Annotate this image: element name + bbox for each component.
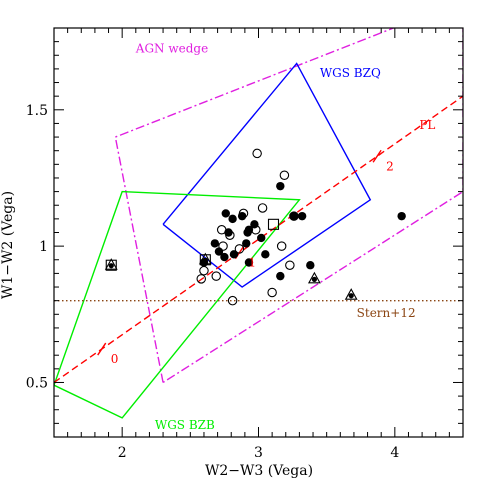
annotation-wgs-bzb: WGS BZB — [155, 418, 215, 432]
triangle-point — [104, 258, 118, 270]
y-tick-label: 1 — [39, 239, 48, 255]
open-circle-point — [279, 170, 290, 180]
x-tick-label: 2 — [118, 445, 127, 461]
filled-circle-point — [224, 228, 233, 237]
triangle-point — [307, 271, 321, 284]
filled-circle-point — [306, 261, 315, 270]
filled-circle-point — [397, 211, 406, 221]
open-circle-point — [267, 287, 277, 298]
data-points — [104, 148, 406, 306]
y-tick-label: 0.5 — [26, 375, 48, 391]
filled-circle-point — [210, 239, 220, 248]
region-wgs-bzq — [162, 62, 372, 288]
open-circle-point — [289, 211, 299, 221]
pl-tick-mark — [372, 149, 382, 163]
x-tick-label: 4 — [390, 445, 399, 461]
filled-circle-point — [244, 258, 254, 267]
open-circle-point — [251, 225, 261, 235]
y-tick-label: 1.5 — [26, 103, 48, 119]
open-circle-point — [285, 260, 295, 270]
open-circle-point — [199, 265, 209, 276]
annotations: 0 1 2 AGN wedge WGS BZQ PL Stern+12 WGS BZB — [111, 42, 436, 432]
annotation-pl: PL — [419, 118, 435, 132]
open-square-point — [267, 218, 280, 230]
filled-circle-point — [221, 209, 230, 218]
filled-circle-point — [228, 214, 237, 224]
annotation-wgs-bzq: WGS BZQ — [320, 66, 381, 80]
filled-circle-point — [237, 211, 247, 221]
y-axis-label: W1−W2 (Vega) — [0, 191, 16, 299]
open-circle-point — [276, 241, 287, 251]
open-circle-point — [225, 230, 235, 240]
open-circle-point — [218, 241, 228, 251]
pl-tick-label: 2 — [386, 159, 394, 173]
triangle-center-dot — [108, 263, 114, 269]
open-circle-point — [257, 203, 268, 213]
region-agn-wedge — [114, 28, 463, 384]
annotation-stern-12: Stern+12 — [357, 306, 416, 320]
triangle-center-dot — [348, 293, 354, 299]
filled-circle-point — [289, 211, 299, 221]
line-pl — [54, 95, 463, 384]
pl-tick-label: 0 — [111, 352, 119, 366]
open-circle-point — [234, 244, 245, 254]
region-outlines — [54, 28, 463, 419]
triangle-center-dot — [202, 257, 208, 263]
filled-circle-point — [261, 250, 270, 259]
open-circle-point — [227, 295, 238, 306]
filled-circle-point — [220, 252, 229, 262]
open-circle-point — [211, 271, 221, 281]
filled-circle-point — [276, 271, 285, 281]
filled-circle-point — [276, 181, 285, 191]
region-wgs-bzb — [54, 190, 301, 419]
filled-circle-point — [242, 239, 251, 248]
open-circle-point — [252, 148, 262, 159]
filled-circle-point — [297, 211, 307, 221]
triangle-center-dot — [311, 276, 317, 282]
filled-circle-point — [229, 250, 239, 259]
pl-tick-label: 1 — [248, 256, 256, 270]
annotation-agn-wedge: AGN wedge — [135, 42, 208, 56]
filled-circle-point — [250, 220, 259, 229]
x-tick-label: 3 — [254, 445, 263, 461]
triangle-point — [344, 288, 358, 300]
pl-tick-mark — [97, 342, 107, 356]
x-axis-label: W2−W3 (Vega) — [205, 463, 313, 479]
triangle-point — [198, 252, 212, 265]
open-circle-point — [196, 274, 206, 284]
filled-circle-point — [257, 233, 266, 243]
filled-circle-point — [243, 228, 252, 237]
open-circle-point — [216, 225, 227, 235]
open-circle-point — [238, 208, 249, 219]
axis-ticks: 2 3 4 0.5 1 1.5 — [26, 28, 463, 461]
